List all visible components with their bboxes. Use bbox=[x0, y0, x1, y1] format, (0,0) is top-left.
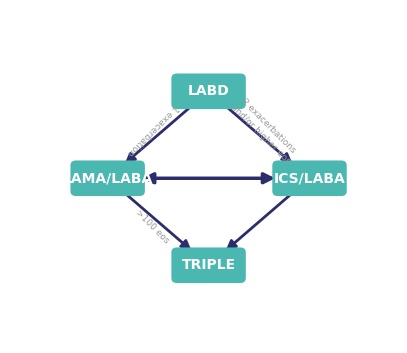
FancyBboxPatch shape bbox=[272, 161, 347, 196]
Text: LABD: LABD bbox=[188, 84, 230, 98]
FancyBboxPatch shape bbox=[70, 161, 145, 196]
Text: 1 exacerbation: 1 exacerbation bbox=[125, 103, 180, 157]
Text: LAMA/LABA: LAMA/LABA bbox=[63, 171, 153, 185]
Text: ICS/LABA: ICS/LABA bbox=[274, 171, 346, 185]
Text: TRIPLE: TRIPLE bbox=[182, 258, 236, 272]
FancyBboxPatch shape bbox=[171, 247, 246, 283]
Text: >100 eos: >100 eos bbox=[134, 208, 171, 245]
FancyBboxPatch shape bbox=[171, 73, 246, 109]
Text: 2 exacerbations
and/or higher eos: 2 exacerbations and/or higher eos bbox=[229, 95, 300, 165]
